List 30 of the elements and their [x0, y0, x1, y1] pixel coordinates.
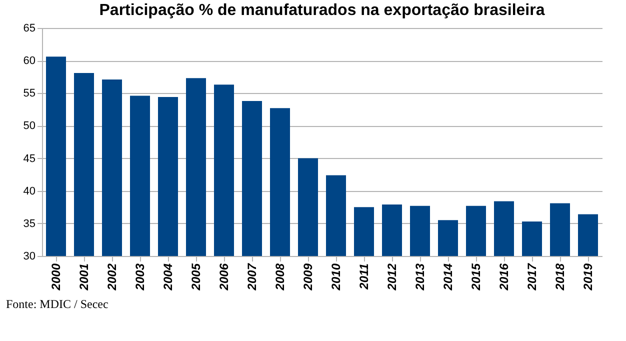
y-tick-label: 60 — [23, 55, 36, 68]
x-tick-label: 2016 — [497, 263, 511, 292]
x-tick-label: 2004 — [161, 263, 175, 292]
x-tick-label: 2014 — [441, 263, 455, 292]
y-tick-label: 50 — [23, 120, 36, 132]
y-tick-label: 45 — [23, 152, 36, 165]
x-tick-label: 2002 — [105, 263, 119, 292]
x-tick-label: 2001 — [77, 263, 91, 292]
x-tick-label: 2003 — [133, 263, 147, 292]
y-tick-label: 35 — [23, 218, 36, 230]
source-note: Fonte: MDIC / Secec — [6, 297, 108, 311]
y-tick-label: 30 — [23, 250, 36, 262]
x-tick-label: 2011 — [357, 263, 371, 290]
y-tick-label: 65 — [23, 22, 36, 34]
x-tick-label: 2013 — [413, 263, 427, 292]
x-tick-label: 2019 — [581, 263, 595, 292]
y-tick-label: 55 — [23, 88, 36, 100]
x-tick-label: 2008 — [273, 263, 287, 292]
x-tick-label: 2007 — [245, 262, 259, 292]
x-tick-label: 2000 — [49, 263, 63, 292]
x-tick-label: 2009 — [301, 263, 315, 292]
chart-title: Participação % de manufaturados na exportação brasileira — [99, 2, 545, 19]
x-tick-label: 2018 — [553, 263, 567, 292]
x-tick-label: 2017 — [525, 262, 539, 292]
x-tick-label: 2015 — [469, 263, 483, 292]
x-tick-label: 2010 — [329, 263, 343, 292]
x-tick-label: 2005 — [189, 263, 203, 292]
x-tick-label: 2012 — [385, 263, 399, 292]
y-tick-label: 40 — [23, 185, 36, 198]
x-tick-label: 2006 — [217, 263, 231, 292]
